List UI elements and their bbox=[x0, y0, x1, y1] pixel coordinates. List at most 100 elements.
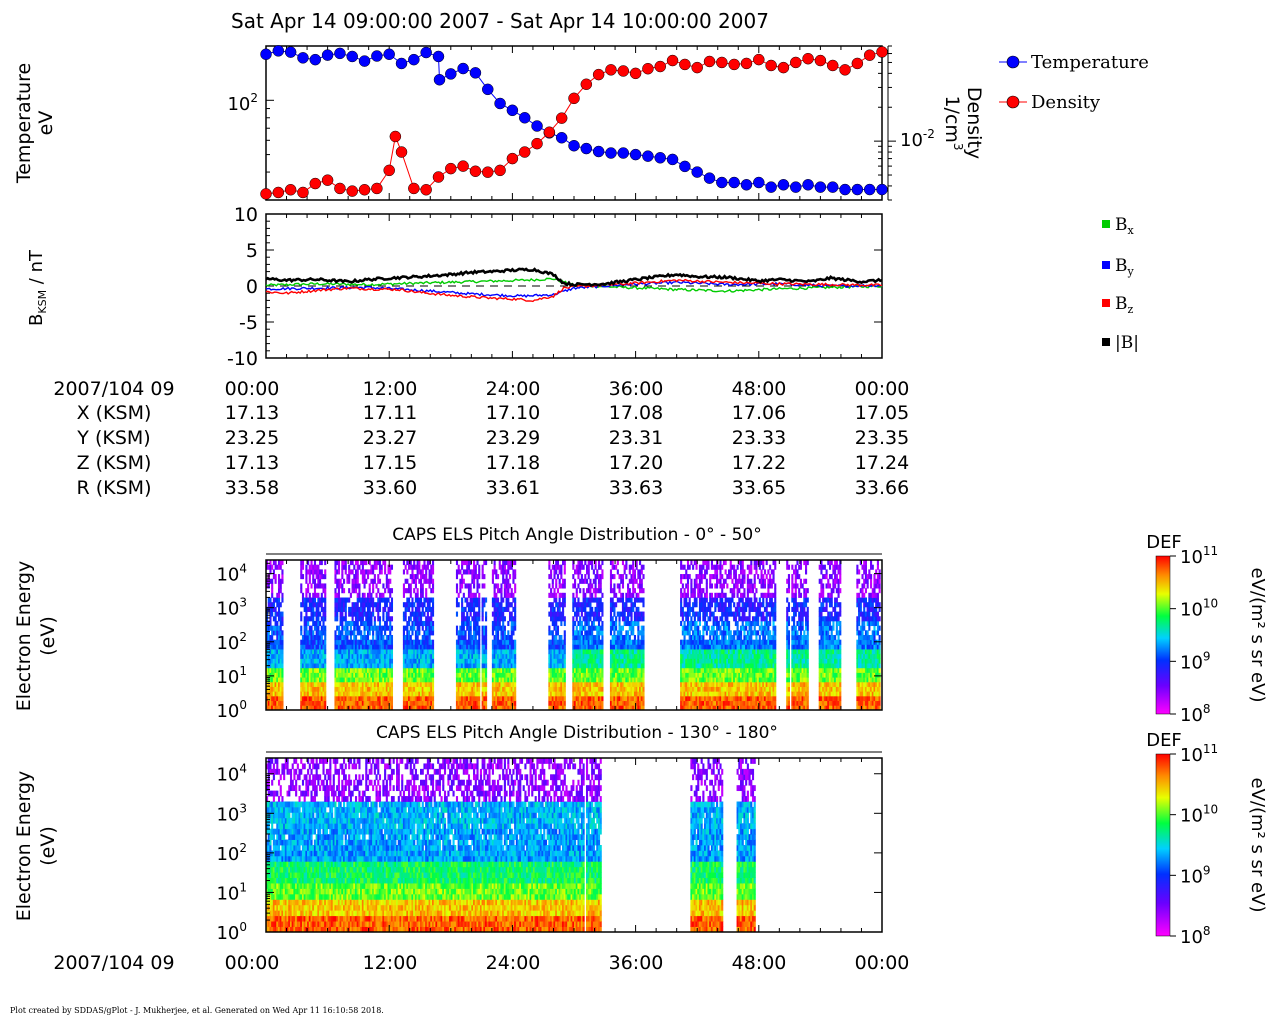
spectrogram-cell bbox=[622, 593, 624, 598]
spectrogram-cell bbox=[305, 579, 307, 584]
spectrogram-cell bbox=[685, 598, 687, 603]
spectrogram-cell bbox=[382, 593, 384, 598]
ephemeris-value: 17.10 bbox=[486, 402, 540, 424]
spectrogram-cell bbox=[324, 607, 326, 612]
density-point bbox=[716, 57, 727, 68]
spectrogram-cell bbox=[642, 701, 644, 706]
temperature-point bbox=[790, 182, 801, 193]
spectrogram-cell bbox=[600, 598, 602, 603]
spectrogram-cell bbox=[310, 626, 312, 631]
spectrogram-cell bbox=[411, 607, 413, 612]
temperature-point bbox=[630, 149, 641, 160]
spectrogram-cell bbox=[478, 574, 480, 579]
spectrogram-cell bbox=[432, 560, 434, 565]
spectrogram-cell bbox=[403, 630, 405, 635]
spectrogram-cell bbox=[381, 630, 383, 635]
ephemeris-time-label: 48:00 bbox=[732, 378, 787, 400]
ephemeris-value: 17.11 bbox=[363, 402, 417, 424]
spectrogram-cell bbox=[572, 616, 574, 621]
spectrogram-cell bbox=[310, 583, 312, 588]
spectrogram-cell bbox=[497, 574, 499, 579]
spectrogram-cell bbox=[704, 616, 706, 621]
spectrogram-cell bbox=[470, 621, 472, 626]
spectrogram-cell bbox=[576, 593, 578, 598]
spectrogram-cell bbox=[695, 579, 697, 584]
spectrogram-cell bbox=[485, 626, 487, 631]
spectrogram-cell bbox=[613, 574, 615, 579]
spectrogram-cell bbox=[564, 687, 566, 692]
spectrogram-cell bbox=[642, 630, 644, 635]
spectrogram-cell bbox=[432, 588, 434, 593]
spectrogram-cell bbox=[514, 696, 516, 701]
spectrogram-cell bbox=[365, 579, 367, 584]
spectrogram-cell bbox=[408, 621, 410, 626]
spectrogram-cell bbox=[695, 565, 697, 570]
temperature-point bbox=[618, 148, 629, 159]
spectrogram-cell bbox=[642, 602, 644, 607]
spectrogram-cell bbox=[305, 593, 307, 598]
spectrogram-cell bbox=[553, 588, 555, 593]
spectrogram-cell bbox=[358, 583, 360, 588]
spectrogram-cell bbox=[574, 579, 576, 584]
temperature-point bbox=[433, 51, 444, 62]
spectrogram-cell bbox=[355, 635, 357, 640]
spectrogram-cell bbox=[281, 691, 283, 696]
spectrogram-cell bbox=[418, 565, 420, 570]
temperature-line bbox=[266, 51, 882, 190]
spectrogram-cell bbox=[432, 621, 434, 626]
spectrogram-cell bbox=[560, 574, 562, 579]
spectrogram-cell bbox=[707, 560, 709, 565]
spectrogram-cell bbox=[610, 583, 612, 588]
spectrogram-cell bbox=[632, 626, 634, 631]
spectrogram-cell bbox=[629, 569, 631, 574]
spectrogram-cell bbox=[413, 602, 415, 607]
spectrogram-cell bbox=[574, 621, 576, 626]
spectrogram-cell bbox=[613, 630, 615, 635]
spectrogram-cell bbox=[591, 630, 593, 635]
spectrogram-cell bbox=[622, 579, 624, 584]
spectrogram-cell bbox=[278, 593, 280, 598]
density-tick-label: 10-2 bbox=[900, 127, 935, 151]
els-pad-0-50-panel: CAPS ELS Pitch Angle Distribution - 0° -… bbox=[13, 525, 1268, 726]
legend-temperature-label: Temperature bbox=[1031, 52, 1149, 73]
spectrogram-cell bbox=[610, 579, 612, 584]
spectrogram-cell bbox=[350, 626, 352, 631]
spectrogram-cell bbox=[595, 579, 597, 584]
spectrogram-cell bbox=[504, 630, 506, 635]
density-point bbox=[630, 68, 641, 79]
spectrogram-cell bbox=[706, 593, 708, 598]
spectrogram-cell bbox=[275, 616, 277, 621]
spectrogram-cell bbox=[425, 574, 427, 579]
spectrogram-cell bbox=[468, 616, 470, 621]
spectrogram-cell bbox=[591, 583, 593, 588]
density-point bbox=[544, 127, 555, 138]
ephemeris-value: 17.05 bbox=[855, 402, 909, 424]
spectrogram-cell bbox=[456, 612, 458, 617]
spectrogram-cell bbox=[417, 588, 419, 593]
spectrogram-cell bbox=[432, 668, 434, 673]
spectrogram-cell bbox=[564, 640, 566, 645]
spectrogram-cell bbox=[511, 612, 513, 617]
spectrogram-cell bbox=[478, 677, 480, 682]
spectrogram-cell bbox=[345, 607, 347, 612]
spectrogram-cell bbox=[364, 630, 366, 635]
density-point bbox=[532, 138, 543, 149]
spectrogram-cell bbox=[632, 565, 634, 570]
spectrogram-cell bbox=[317, 565, 319, 570]
spectrogram-cell bbox=[507, 588, 509, 593]
spectrogram-cell bbox=[617, 560, 619, 565]
spectrogram-cell bbox=[478, 654, 480, 659]
density-point bbox=[322, 175, 333, 186]
spectrogram-cell bbox=[695, 602, 697, 607]
spectrogram-cell bbox=[305, 602, 307, 607]
spectrogram-cell bbox=[406, 626, 408, 631]
spectrogram-cell bbox=[514, 560, 516, 565]
spectrogram-cell bbox=[300, 612, 302, 617]
spectrogram-cell bbox=[391, 673, 393, 678]
density-point bbox=[864, 50, 875, 61]
spectrogram-cell bbox=[348, 579, 350, 584]
spectrogram-cell bbox=[601, 607, 603, 612]
ephemeris-row-label: X (KSM) bbox=[77, 402, 152, 424]
spectrogram-cell bbox=[695, 598, 697, 603]
spectrogram-cell bbox=[391, 607, 393, 612]
